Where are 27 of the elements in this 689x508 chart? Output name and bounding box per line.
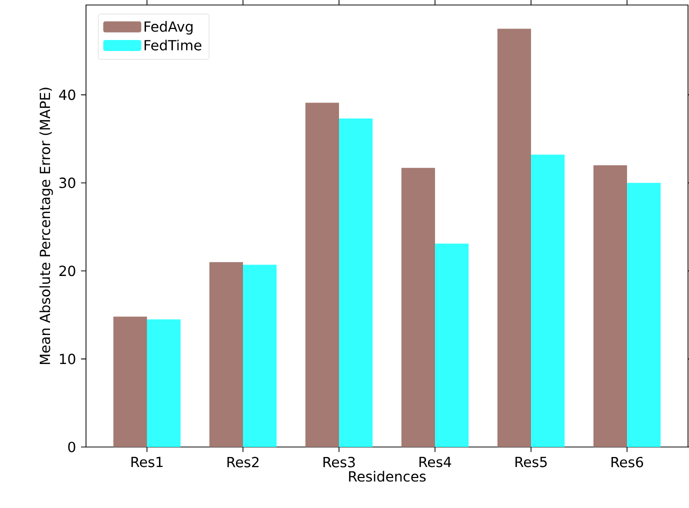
x-tick-label: Res4: [420, 456, 452, 468]
bar: [339, 118, 373, 447]
bar: [593, 165, 628, 447]
y-axis-title: Mean Absolute Percentage Error (MAPE): [39, 88, 53, 364]
bar: [146, 319, 181, 447]
x-tick-label: Res2: [227, 456, 259, 468]
legend-label: FedAvg: [144, 21, 193, 35]
legend-label: FedTime: [144, 40, 202, 50]
x-tick-label: Res3: [323, 456, 355, 468]
bar: [401, 168, 436, 447]
bar: [242, 264, 277, 447]
bar: [113, 316, 147, 447]
y-tick-label: 20: [59, 266, 76, 276]
y-tick-label: 10: [60, 354, 76, 364]
bar: [627, 182, 661, 447]
y-tick-label: 30: [59, 178, 76, 188]
bar: [531, 154, 565, 447]
x-tick-label: Res6: [612, 456, 644, 468]
bar: [435, 244, 469, 447]
bar: [305, 102, 340, 447]
x-tick-label: Res1: [131, 456, 163, 468]
x-axis-title: Residences: [349, 470, 426, 482]
bar: [497, 28, 532, 447]
x-tick-label: Res5: [516, 456, 547, 468]
y-tick-label: 40: [59, 90, 76, 100]
bar: [209, 262, 243, 447]
y-tick-label: 0: [68, 442, 76, 452]
